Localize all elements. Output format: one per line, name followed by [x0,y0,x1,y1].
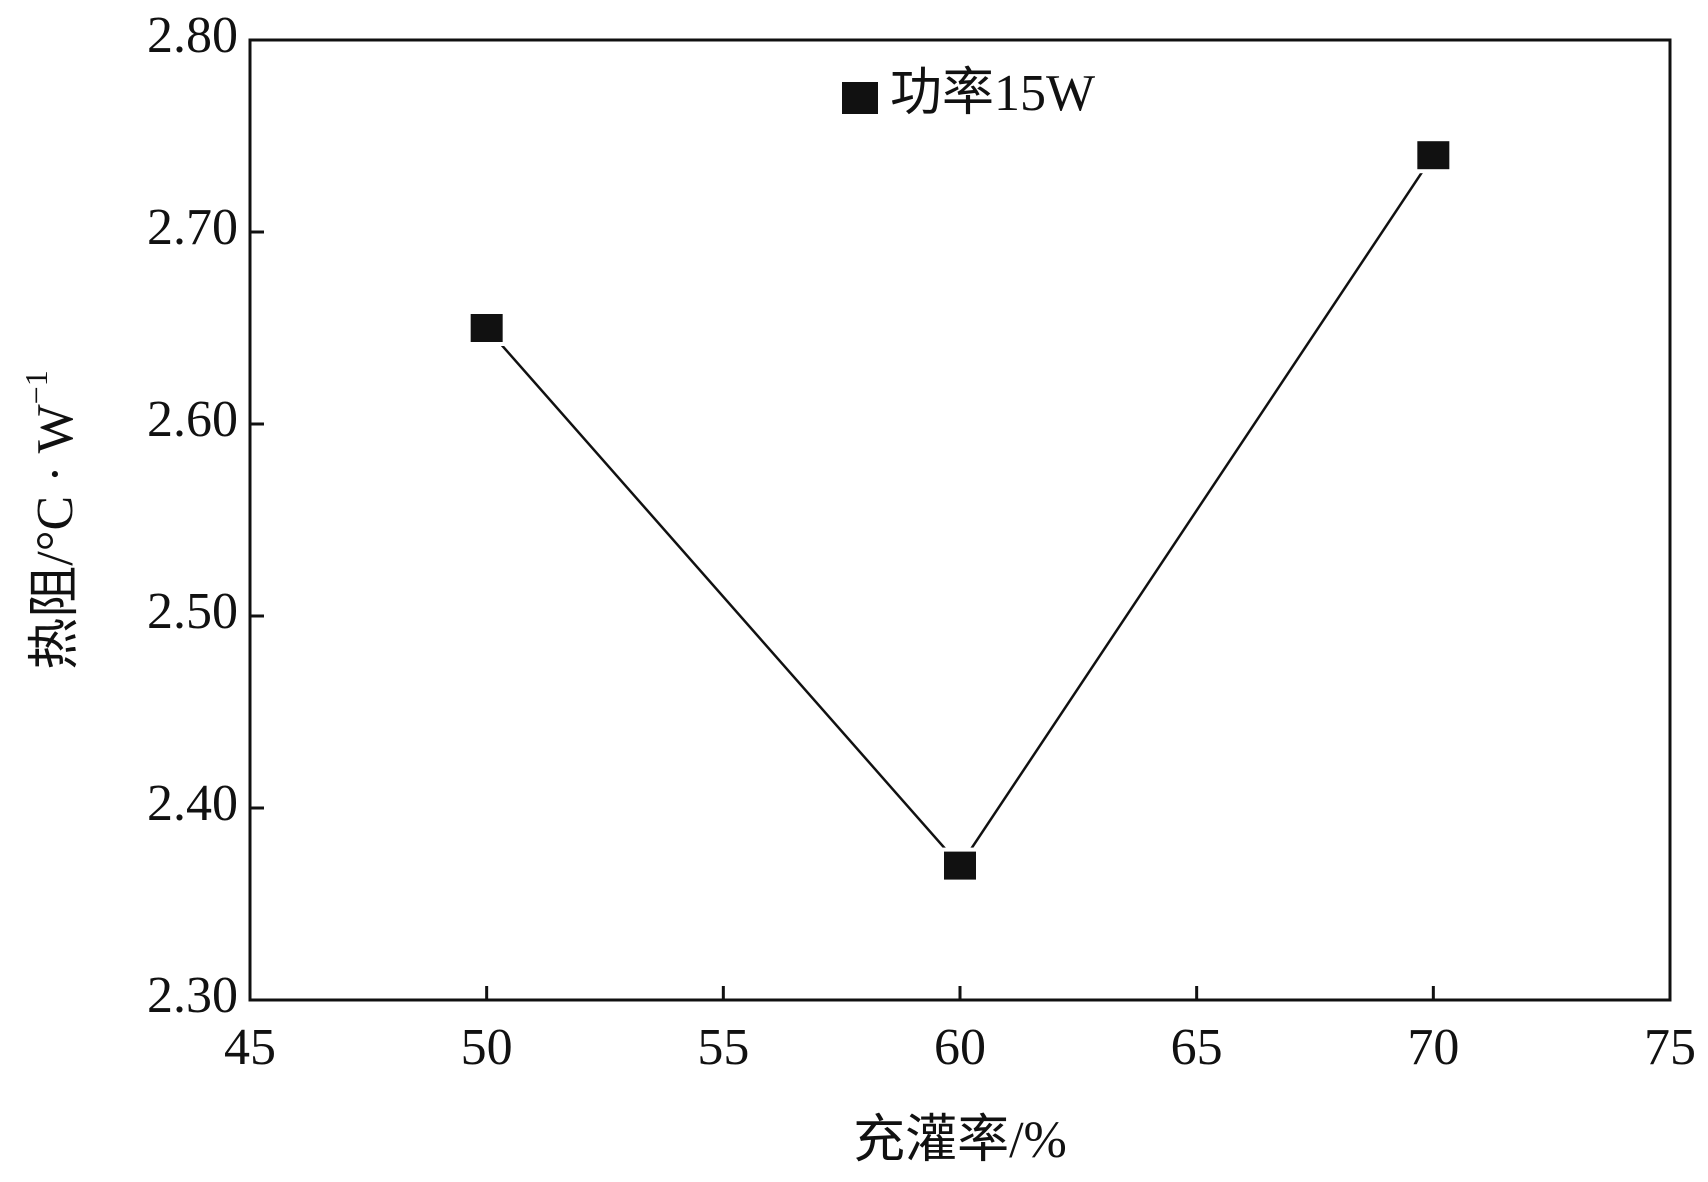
x-tick-label: 45 [224,1019,276,1076]
point-marker [1413,137,1454,174]
y-axis-label: 热阻/°C · W−1 [18,370,84,669]
y-tick-label: 2.80 [147,7,238,64]
legend-marker [842,82,878,114]
y-axis-label-sup: −1 [18,370,54,404]
x-tick-label: 70 [1407,1019,1459,1076]
point-marker [940,847,980,884]
series-line [485,154,1435,868]
x-axis-label: 充灌率/% [853,1112,1067,1169]
x-tick-label: 75 [1644,1019,1696,1076]
y-tick-label: 2.40 [147,775,238,832]
point-marker [466,310,507,346]
x-tick-label: 55 [697,1019,749,1076]
y-axis-label-group: 热阻/°C · W−1 [18,370,84,669]
y-tick-label: 2.70 [147,199,238,256]
x-tick-label: 65 [1171,1019,1223,1076]
x-tick-label: 60 [934,1019,986,1076]
legend-label: 功率15W [890,65,1095,122]
y-axis-label-text: 热阻/°C · W [27,404,84,669]
y-tick-label: 2.50 [147,583,238,640]
x-tick-label: 50 [461,1019,513,1076]
y-tick-label: 2.60 [147,391,238,448]
y-tick-label: 2.30 [147,967,238,1024]
